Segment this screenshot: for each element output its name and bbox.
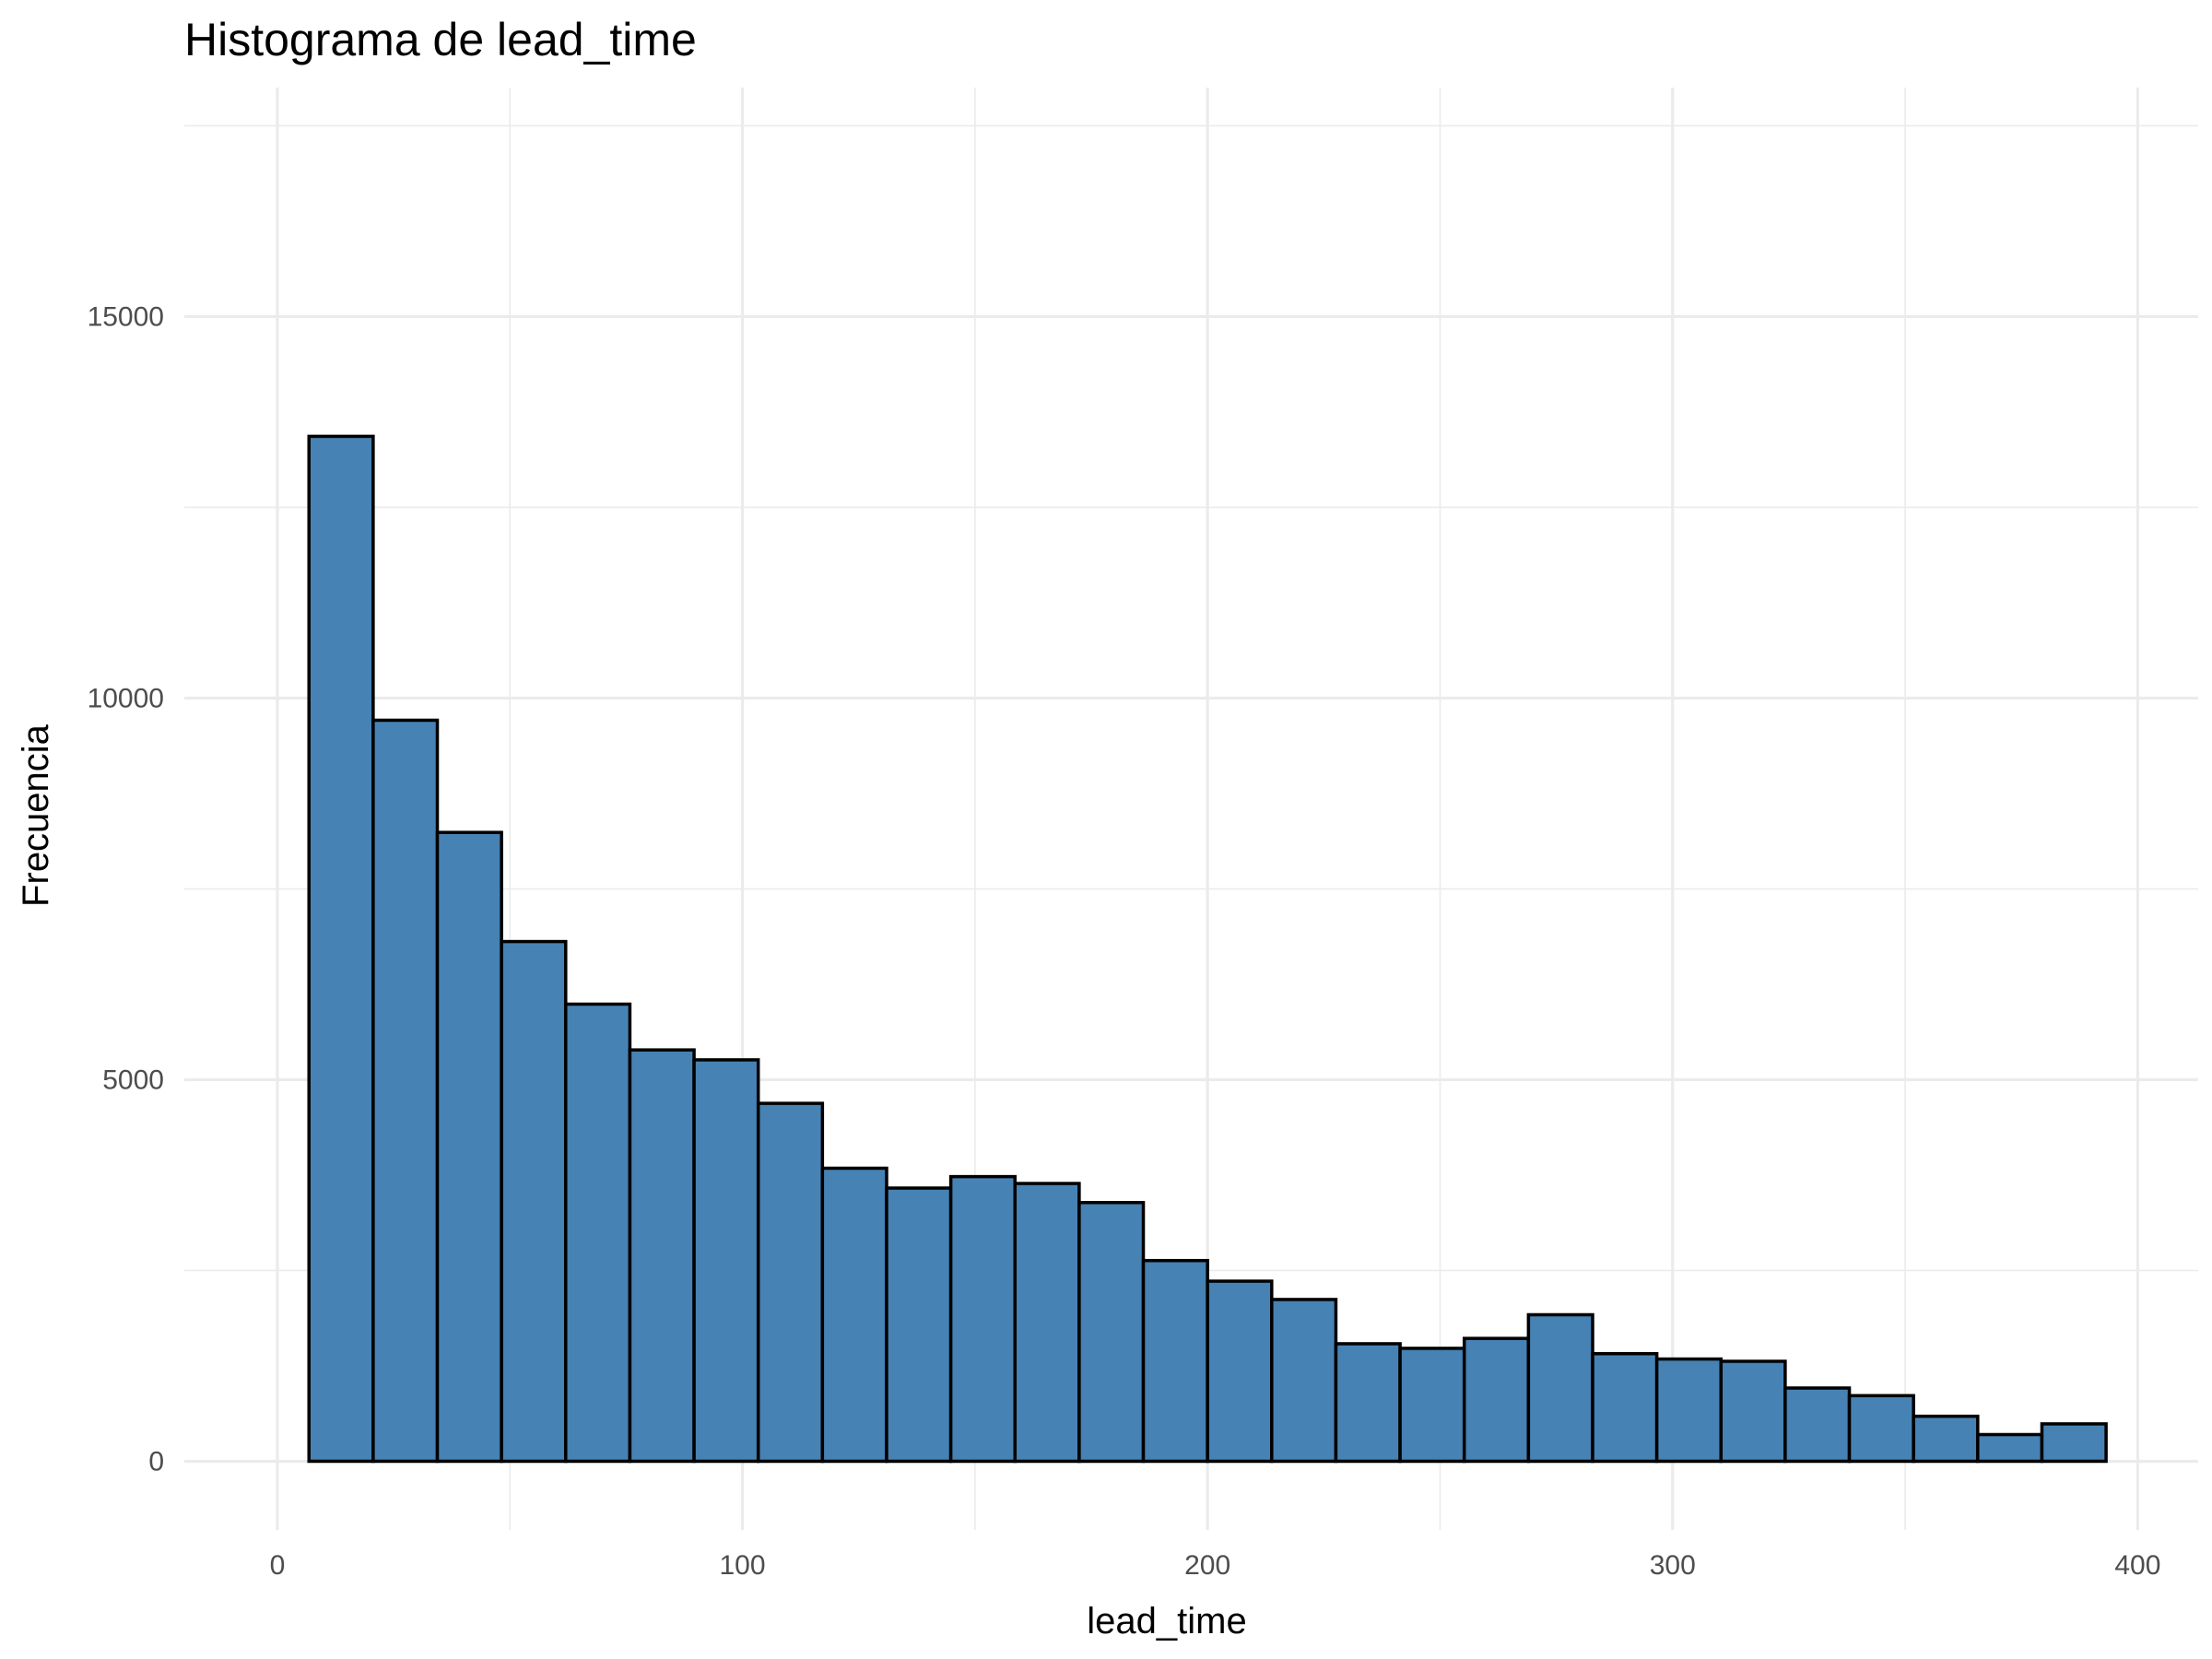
y-axis-title: Frecuencia: [16, 724, 56, 907]
histogram-bar: [435, 830, 503, 1464]
y-tick-label: 15000: [88, 301, 164, 332]
histogram-bar: [1270, 1298, 1338, 1464]
x-tick-label: 400: [2114, 1550, 2160, 1581]
histogram-bar: [307, 434, 375, 1464]
histogram-bar: [692, 1058, 760, 1464]
histogram-bar: [564, 1002, 632, 1464]
histogram-bar: [500, 939, 568, 1464]
histogram-bar: [628, 1048, 696, 1464]
histogram-bar: [885, 1186, 953, 1464]
histogram-bar: [1077, 1201, 1146, 1464]
y-tick-label: 0: [148, 1446, 164, 1477]
histogram-bar: [2040, 1422, 2108, 1464]
x-tick-label: 0: [270, 1550, 286, 1581]
histogram-bars: [307, 434, 2108, 1464]
x-axis-title: lead_time: [1087, 1601, 1246, 1641]
histogram-bar: [756, 1101, 825, 1464]
chart-title: Histograma de lead_time: [184, 14, 697, 65]
histogram-bar: [1976, 1432, 2044, 1464]
histogram-bar: [1141, 1258, 1209, 1464]
histogram-bar: [1719, 1359, 1787, 1464]
histogram-bar: [1526, 1312, 1594, 1464]
x-tick-label: 300: [1650, 1550, 1696, 1581]
histogram-bar: [1912, 1414, 1980, 1464]
histogram-bar: [1013, 1182, 1081, 1464]
histogram-bar: [371, 718, 440, 1464]
histogram-bar: [1398, 1347, 1466, 1464]
y-tick-label: 5000: [102, 1065, 164, 1095]
histogram-bar: [1591, 1351, 1659, 1464]
histogram-bar: [1847, 1394, 1915, 1464]
x-tick-label: 200: [1184, 1550, 1230, 1581]
histogram-bar: [1783, 1386, 1852, 1464]
y-axis-tick-labels: 0 5000 10000 15000: [88, 301, 164, 1477]
histogram-bar: [948, 1174, 1017, 1464]
x-tick-label: 100: [720, 1550, 766, 1581]
histogram-bar: [1334, 1342, 1402, 1464]
histogram-bar: [1462, 1336, 1531, 1464]
histogram-bar: [820, 1166, 888, 1464]
histogram-bar: [1206, 1279, 1274, 1464]
y-tick-label: 10000: [88, 683, 164, 713]
histogram-bar: [1654, 1357, 1724, 1464]
x-axis-tick-labels: 0 100 200 300 400: [270, 1550, 2161, 1581]
